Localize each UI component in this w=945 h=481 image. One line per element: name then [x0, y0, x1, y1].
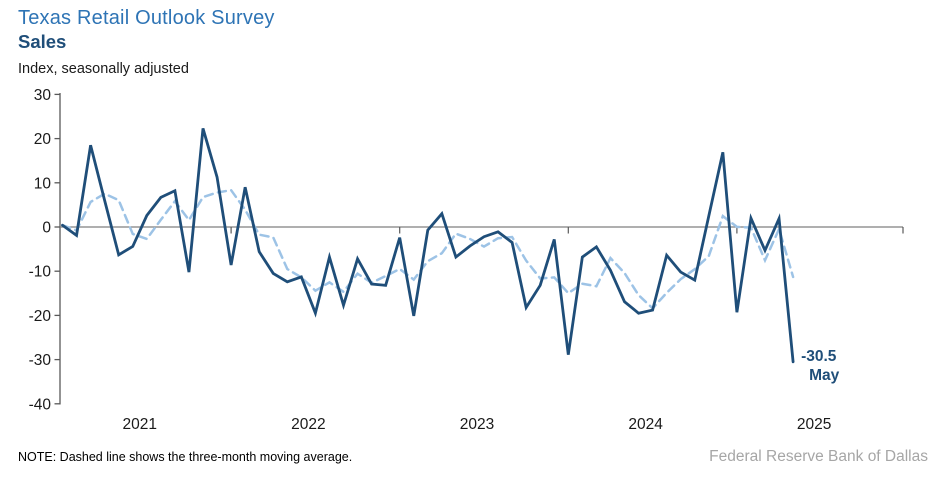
- x-axis-year-label: 2023: [460, 416, 494, 433]
- y-axis-tick-label: 10: [34, 175, 52, 192]
- source-attribution: Federal Reserve Bank of Dallas: [709, 448, 928, 465]
- x-axis-year-label: 2022: [291, 416, 325, 433]
- y-axis-tick-label: 20: [34, 131, 52, 148]
- moving-average-line: [61, 188, 795, 311]
- footnote: NOTE: Dashed line shows the three-month …: [18, 450, 353, 464]
- annotation-value-label: -30.5: [801, 348, 837, 365]
- page-title: Texas Retail Outlook Survey: [18, 7, 275, 29]
- y-axis-tick-label: -30: [29, 352, 52, 369]
- x-axis-year-label: 2025: [797, 416, 831, 433]
- sales-line: [61, 128, 795, 364]
- y-axis-tick-label: -10: [29, 264, 52, 281]
- y-axis-tick-label: -40: [29, 396, 52, 413]
- y-axis-tick-label: -20: [29, 308, 52, 325]
- chart-subtitle: Sales: [18, 31, 67, 52]
- y-axis-tick-label: 30: [34, 87, 52, 104]
- x-axis-year-label: 2021: [123, 416, 157, 433]
- y-axis-tick-label: 0: [42, 220, 51, 237]
- y-axis-units-label: Index, seasonally adjusted: [18, 61, 189, 77]
- annotation-month-label: May: [809, 367, 840, 384]
- x-axis-year-label: 2024: [628, 416, 663, 433]
